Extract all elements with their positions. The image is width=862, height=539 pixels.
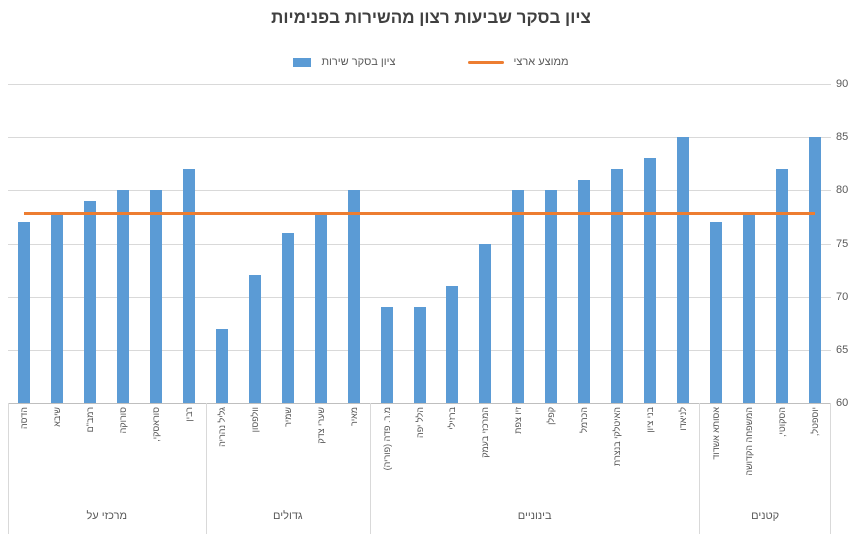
- y-tick-label: 80: [836, 184, 849, 197]
- bar: [281, 232, 294, 403]
- bar: [709, 222, 722, 403]
- category-label: גליל נהריה: [216, 407, 227, 447]
- x-axis-line: [8, 403, 831, 404]
- category-label: הלל יפה: [414, 407, 425, 439]
- category-label: הדסה: [19, 407, 30, 429]
- bar: [51, 211, 64, 403]
- category-label: מאיר: [348, 407, 359, 426]
- category-label: סורוקה: [118, 407, 129, 434]
- category-label: שערי צדק: [315, 407, 326, 444]
- average-line: [24, 212, 815, 216]
- gridline: [8, 243, 831, 245]
- bar: [742, 211, 755, 403]
- category-label: שיבא: [52, 407, 63, 427]
- group-separator: [699, 403, 701, 534]
- category-label: קפלן: [546, 407, 557, 425]
- group-separator: [370, 403, 372, 534]
- legend-line-swatch: [467, 60, 504, 64]
- bar: [643, 158, 656, 403]
- group-separator: [205, 403, 207, 534]
- gridline: [8, 137, 831, 139]
- y-tick-label: 75: [836, 237, 849, 250]
- legend-series-label: ציון בסקר שירות: [321, 56, 396, 68]
- category-label: בני ציון: [644, 407, 655, 433]
- chart-legend: ציון בסקר שירות ממוצע ארצי: [0, 54, 862, 70]
- group-separator: [8, 403, 9, 534]
- y-tick-label: 85: [836, 131, 849, 144]
- bar: [150, 190, 163, 403]
- bar: [479, 243, 492, 403]
- bar: [84, 200, 97, 403]
- category-label: וולפסון: [249, 407, 260, 433]
- gridline: [8, 296, 831, 298]
- group-label: בינוניים: [517, 510, 552, 522]
- group-label: גדולים: [273, 510, 303, 522]
- y-tick-label: 65: [836, 343, 849, 356]
- category-label: האיטלקי בנצרת: [612, 407, 623, 466]
- bar: [117, 190, 130, 403]
- bar: [183, 169, 196, 403]
- group-label: קטנים: [751, 510, 780, 522]
- category-label: הכרמל: [579, 407, 590, 433]
- group-separator: [830, 403, 831, 534]
- category-label: המרכזי בעמק: [480, 407, 491, 458]
- y-tick-label: 90: [836, 78, 849, 90]
- bar: [545, 190, 558, 403]
- category-label: זיו צפת: [513, 407, 524, 434]
- legend-bar-swatch: [293, 57, 312, 67]
- bar: [611, 169, 624, 403]
- category-label: רמב"ם: [85, 407, 96, 433]
- y-tick-label: 60: [836, 397, 849, 409]
- chart-title: ציון בסקר שביעות רצון מהשירות בפנימיות: [271, 8, 591, 27]
- bar: [215, 328, 228, 403]
- bar: [578, 179, 591, 403]
- bar: [248, 275, 261, 403]
- category-label: יוספטל,: [809, 407, 820, 437]
- category-label: רבין: [184, 407, 195, 422]
- gridline: [8, 84, 831, 85]
- bar: [314, 211, 327, 403]
- category-label: ברזילי: [447, 407, 458, 430]
- bar: [676, 137, 689, 403]
- bar: [347, 190, 360, 403]
- bar: [18, 222, 31, 403]
- legend-average-label: ממוצע ארצי: [513, 56, 569, 68]
- bar: [512, 190, 525, 403]
- category-label: סוראסקי,: [151, 407, 162, 442]
- category-label: שמיר: [282, 407, 293, 427]
- category-label: מ.ר. פדה (פוריה): [381, 407, 392, 471]
- bar: [808, 137, 821, 403]
- category-label: לניאדו: [677, 407, 688, 431]
- y-tick-label: 70: [836, 290, 849, 303]
- category-label: המשפחה הקדושה: [743, 407, 754, 476]
- category-label: הסקוטי,: [776, 407, 787, 437]
- gridline: [8, 190, 831, 192]
- category-label: אסותא אשדוד: [710, 407, 721, 460]
- bar: [380, 307, 393, 403]
- group-label: מרכזי על: [86, 510, 128, 522]
- bar: [775, 169, 788, 403]
- bar: [413, 307, 426, 403]
- bar: [446, 286, 459, 403]
